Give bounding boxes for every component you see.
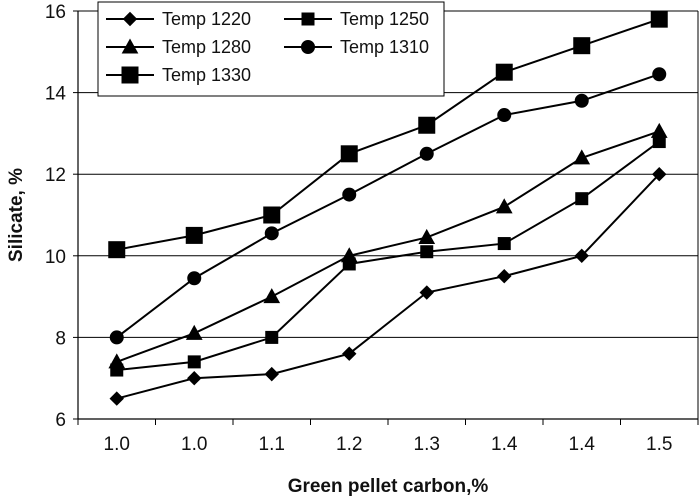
- data-point: [495, 198, 513, 214]
- x-axis-title: Green pellet carbon,%: [288, 476, 489, 497]
- data-point: [575, 192, 589, 206]
- data-point: [263, 206, 281, 224]
- data-point: [419, 285, 434, 300]
- y-tick-label: 10: [45, 247, 66, 268]
- data-point: [573, 149, 591, 165]
- legend-marker: [301, 40, 315, 54]
- data-point: [497, 237, 511, 251]
- y-tick-label: 14: [45, 84, 67, 105]
- data-point: [342, 187, 357, 202]
- series-line: [116, 140, 660, 372]
- series-line: [116, 130, 660, 363]
- legend-item: Temp 1330: [106, 65, 251, 85]
- data-point: [340, 247, 358, 263]
- x-tick-label: 1.0: [104, 434, 130, 455]
- data-point: [187, 355, 201, 369]
- y-tick-label: 6: [55, 410, 66, 431]
- legend-label: Temp 1330: [162, 65, 251, 85]
- data-point: [650, 10, 668, 28]
- legend-label: Temp 1310: [340, 37, 429, 57]
- series-line: [116, 18, 660, 251]
- data-point: [108, 241, 126, 259]
- legend-marker: [121, 38, 139, 54]
- legend-item: Temp 1250: [284, 9, 429, 29]
- legend-label: Temp 1250: [340, 9, 429, 29]
- data-point: [264, 226, 279, 241]
- y-tick-label: 8: [55, 328, 66, 349]
- series-3: [108, 122, 668, 369]
- data-point: [265, 330, 279, 344]
- x-tick-label: 1.2: [336, 434, 362, 455]
- legend-item: Temp 1310: [284, 37, 429, 57]
- x-tick-label: 1.3: [414, 434, 440, 455]
- series-5: [108, 10, 668, 259]
- data-point: [418, 228, 436, 244]
- data-point: [108, 353, 126, 369]
- data-point: [652, 67, 667, 82]
- data-point: [418, 116, 436, 134]
- axes: [73, 10, 699, 425]
- data-point: [573, 37, 591, 55]
- legend-item: Temp 1220: [106, 9, 251, 29]
- data-point: [185, 324, 203, 340]
- data-point: [109, 391, 124, 406]
- tick-labels: 6 8 10 12 14 16 1.0 1.0 1.1 1.2 1.3 1.4 1.4 1.5: [45, 2, 673, 455]
- legend-marker: [121, 66, 139, 84]
- data-point: [495, 63, 513, 81]
- x-tick-label: 1.1: [259, 434, 285, 455]
- data-point: [497, 268, 512, 284]
- data-point: [187, 370, 202, 386]
- data-point: [187, 271, 202, 286]
- data-point: [109, 330, 124, 345]
- data-point: [340, 145, 358, 163]
- legend-box: [97, 1, 445, 97]
- x-tick-label: 1.0: [181, 434, 207, 455]
- legend-marker: [301, 12, 315, 26]
- data-point: [185, 226, 203, 244]
- data-point: [263, 288, 281, 304]
- legend-item: Temp 1280: [106, 37, 251, 57]
- legend-label: Temp 1220: [162, 9, 251, 29]
- data-point: [342, 346, 357, 361]
- series-line: [116, 173, 660, 400]
- x-tick-label: 1.4: [569, 434, 596, 455]
- data-point: [574, 248, 589, 264]
- data-point: [497, 108, 512, 123]
- data-point: [650, 122, 668, 138]
- data-point: [419, 146, 434, 161]
- x-tick-label: 1.4: [491, 434, 518, 455]
- y-tick-label: 16: [45, 2, 66, 23]
- data-point: [420, 245, 434, 259]
- data-point: [652, 166, 667, 182]
- series-layer: [108, 10, 668, 406]
- data-point: [574, 93, 589, 108]
- y-axis-title: Silicate, %: [6, 168, 27, 262]
- legend-label: Temp 1280: [162, 37, 251, 57]
- series-1: [109, 166, 667, 406]
- data-point: [264, 366, 279, 382]
- series-line: [116, 73, 660, 339]
- legend: Temp 1220 Temp 1250 Temp 1280 Temp 1310 Temp…: [97, 1, 445, 97]
- x-tick-label: 1.5: [646, 434, 672, 455]
- y-tick-label: 12: [45, 165, 66, 186]
- legend-marker: [122, 11, 138, 27]
- series-4: [109, 67, 667, 345]
